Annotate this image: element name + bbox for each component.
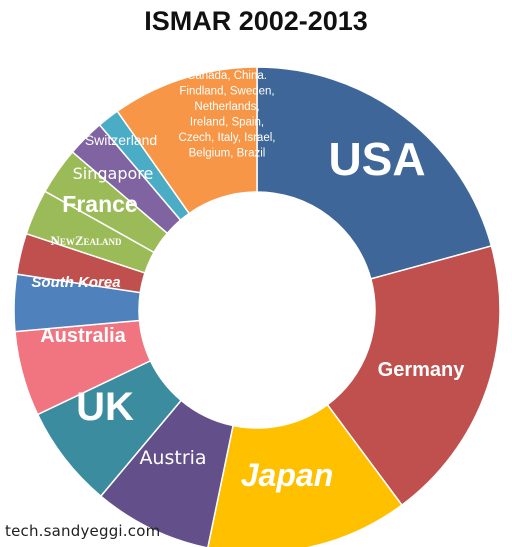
- slice-label-australia: Australia: [40, 325, 126, 347]
- slice-usa: [256, 66, 493, 280]
- slice-label-uk: UK: [76, 385, 134, 429]
- slice-label-south-korea: South Korea: [31, 274, 120, 291]
- slice-label-usa: USA: [328, 133, 425, 185]
- slice-label-canada-china-findland-sw: Canada, China. Findland, Sweden, Netherlan…: [179, 70, 276, 160]
- chart-title: ISMAR 2002-2013: [144, 6, 368, 36]
- slice-canada-china-findland-sw: [116, 66, 258, 215]
- slice-label-newzealand: NewZealand: [50, 233, 122, 248]
- source-credit: tech.sandyeggi.com: [5, 522, 161, 540]
- slice-japan: [207, 403, 403, 547]
- slice-label-germany: Germany: [378, 359, 466, 381]
- slice-label-japan: Japan: [241, 457, 333, 493]
- slice-label-france: France: [62, 191, 137, 217]
- slice-label-singapore: Singapore: [73, 164, 154, 183]
- slice-germany: [326, 245, 501, 507]
- slice-label-switzerland: Switzerland: [85, 132, 157, 148]
- slice-label-austria: Austria: [139, 447, 206, 469]
